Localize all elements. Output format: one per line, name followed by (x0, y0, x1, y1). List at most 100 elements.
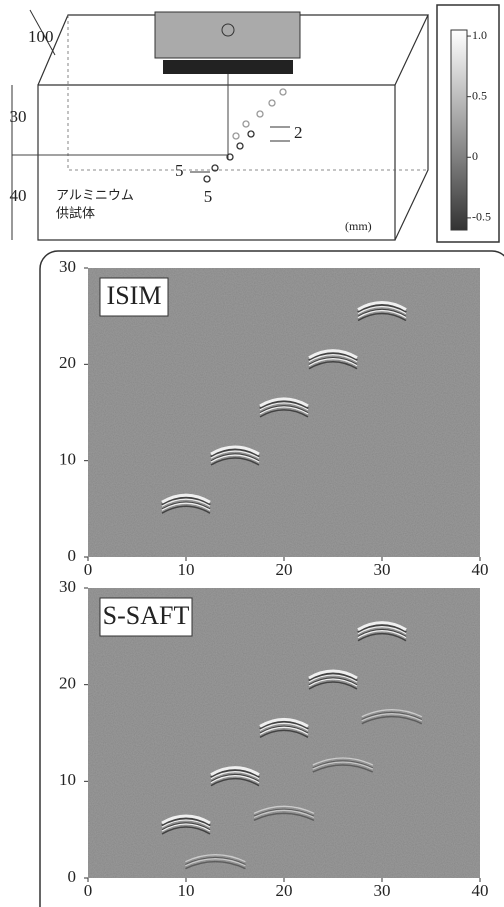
echo (259, 397, 309, 418)
echo-bright (357, 309, 407, 319)
echo-bright (161, 814, 211, 825)
echo-dark (259, 729, 309, 738)
box-side (394, 15, 429, 241)
y-tick-label: 10 (59, 450, 76, 469)
echo-dark (357, 308, 407, 318)
echo-dark (361, 716, 423, 725)
echo-bright (308, 349, 358, 360)
echo-dark (357, 628, 407, 638)
y-tick-label: 0 (68, 546, 77, 565)
echo-bright (253, 805, 315, 814)
echo-bright (312, 761, 374, 770)
panel-title: S-SAFT (103, 601, 190, 630)
echo-dark (361, 712, 423, 721)
echo-dark (210, 453, 260, 462)
ghost-echo (185, 854, 246, 870)
echo-dark (259, 720, 309, 731)
echo-bright (161, 493, 211, 504)
y-tick-label: 10 (59, 770, 76, 789)
echo-bright (357, 626, 407, 635)
echo-dark (308, 681, 358, 690)
echo-bright (185, 854, 246, 863)
echo-bright (259, 722, 309, 731)
echo-dark (357, 304, 407, 314)
dim-offset-x: 5 (175, 161, 184, 180)
transducer (154, 11, 301, 59)
echo-bright (308, 354, 358, 363)
dim-line (29, 9, 56, 56)
echo (210, 445, 260, 466)
echo (259, 717, 309, 738)
echo-dark (210, 773, 260, 783)
y-tick-label: 30 (59, 257, 76, 276)
echo-dark (312, 760, 374, 769)
x-tick-label: 20 (276, 881, 293, 900)
echo (357, 301, 407, 322)
y-tick-label: 20 (59, 353, 76, 372)
echo-dark (357, 632, 407, 642)
y-tick-label: 0 (68, 867, 77, 886)
echo (161, 493, 211, 514)
echo-bright (357, 630, 407, 639)
echo-bright (185, 858, 246, 867)
echo-dark (210, 777, 260, 787)
echo-bright (308, 669, 358, 680)
colorbar-tick-label: 1.0 (472, 28, 487, 42)
echo-dark (253, 812, 315, 822)
ghost-echo (361, 709, 423, 725)
echo-dark (308, 360, 358, 370)
ghost-echo (312, 757, 374, 773)
colorbar-frame (436, 4, 500, 243)
echo-dark (308, 356, 358, 366)
echo-bright (259, 397, 309, 408)
y-tick-label: 30 (59, 577, 76, 596)
x-tick-label: 0 (84, 560, 93, 579)
echo-dark (259, 400, 309, 411)
material: アルミニウム (56, 189, 134, 204)
echo (210, 766, 260, 787)
echo-bright (357, 301, 407, 311)
echo (161, 814, 211, 835)
echo-dark (161, 501, 211, 510)
x-tick-label: 10 (178, 560, 195, 579)
echo-bright (210, 766, 260, 776)
echo-bright (259, 402, 309, 411)
echo-bright (308, 678, 358, 687)
echo-bright (161, 823, 211, 832)
echo-bright (210, 450, 260, 459)
echo-bright (361, 713, 423, 722)
x-tick-label: 0 (84, 881, 93, 900)
transducer-array (163, 60, 293, 74)
echo-dark (312, 764, 374, 773)
echo-dark (357, 624, 407, 634)
colorbar-tick-label: 0.5 (472, 88, 487, 102)
echo-dark (161, 817, 211, 828)
ghost-echo (253, 805, 315, 822)
dim-upper: 30 (10, 107, 27, 126)
colorbar-tick-label: -0.5 (472, 210, 491, 224)
echo-dark (308, 672, 358, 683)
echo-dark (185, 861, 246, 870)
echo-dark (259, 725, 309, 734)
echo-bright (259, 726, 309, 735)
echo-bright (308, 358, 358, 367)
echo-dark (210, 448, 260, 459)
echo-dark (185, 857, 246, 866)
echo-dark (308, 677, 358, 686)
x-tick-label: 40 (472, 881, 489, 900)
echo-bright (312, 757, 374, 766)
echo-bright (259, 717, 309, 728)
echo-bright (210, 771, 260, 780)
unit: (mm) (345, 219, 372, 233)
echo-bright (210, 775, 260, 784)
x-tick-label: 30 (374, 881, 391, 900)
title-box (99, 277, 169, 317)
material: 供試体 (56, 206, 95, 222)
dim-depth: 100 (28, 27, 54, 46)
echo-bright (161, 498, 211, 507)
dim-offset-y: 5 (204, 187, 213, 206)
x-tick-label: 20 (276, 560, 293, 579)
echo-dark (308, 352, 358, 363)
echo-bright (161, 502, 211, 511)
dim-pitch: 2 (294, 123, 303, 142)
